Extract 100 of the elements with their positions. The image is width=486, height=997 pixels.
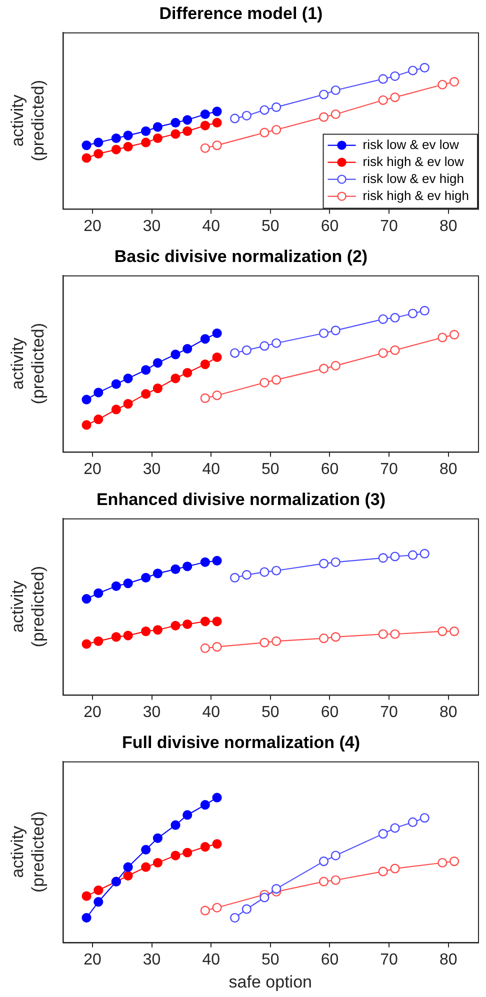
point	[212, 106, 222, 116]
point	[141, 844, 151, 855]
point	[82, 912, 92, 923]
point	[82, 153, 92, 163]
point	[200, 616, 210, 626]
point	[318, 876, 329, 886]
point	[272, 636, 282, 646]
point	[82, 394, 92, 404]
point	[378, 348, 388, 358]
point	[330, 875, 340, 885]
point	[449, 76, 460, 87]
point	[242, 904, 252, 914]
point	[318, 112, 329, 122]
x-tick-label: 60	[320, 704, 339, 721]
x-tick-label: 20	[84, 460, 102, 478]
x-tick-label: 70	[380, 218, 398, 235]
point	[170, 118, 180, 128]
point	[212, 556, 222, 566]
point	[212, 118, 222, 128]
point	[272, 124, 282, 135]
point	[170, 564, 180, 574]
x-tick-label: 40	[202, 951, 220, 968]
point	[94, 148, 104, 159]
point	[200, 842, 210, 852]
x-tick-label: 20	[84, 704, 102, 721]
point	[94, 388, 104, 398]
point	[200, 393, 210, 403]
point	[123, 130, 133, 140]
point	[330, 85, 340, 96]
x-axis-title: safe option	[228, 972, 312, 992]
point	[200, 360, 210, 370]
legend-label: risk low & ev low	[362, 136, 460, 152]
x-tick-label: 50	[262, 218, 280, 235]
point	[182, 810, 192, 820]
x-tick-label: 20	[84, 218, 102, 235]
point	[200, 109, 210, 120]
chart-title: Basic divisive normalization (2)	[114, 246, 368, 266]
point	[318, 856, 329, 866]
point	[152, 568, 163, 578]
point	[82, 891, 92, 901]
point	[408, 308, 418, 318]
point	[111, 133, 121, 144]
point	[230, 348, 240, 358]
point	[123, 862, 133, 872]
point	[242, 110, 252, 120]
point	[123, 142, 133, 152]
point	[260, 892, 270, 902]
x-tick-label: 80	[439, 218, 458, 235]
point	[242, 570, 252, 580]
legend-label: risk low & ev high	[362, 170, 464, 186]
x-tick-label: 80	[439, 951, 458, 968]
point	[182, 848, 192, 858]
x-tick-label: 50	[262, 460, 280, 478]
point	[378, 866, 388, 876]
point	[318, 558, 329, 568]
point	[182, 619, 192, 630]
point	[378, 553, 388, 563]
x-tick-label: 20	[84, 951, 102, 968]
point	[182, 562, 192, 572]
point	[152, 625, 163, 635]
point	[200, 143, 210, 153]
chart-title: Enhanced divisive normalization (3)	[96, 490, 386, 509]
point	[330, 360, 340, 371]
point	[200, 643, 210, 654]
point	[111, 632, 121, 642]
point	[408, 550, 418, 560]
point	[94, 138, 104, 148]
x-tick-label: 30	[142, 704, 161, 721]
point	[378, 829, 388, 839]
point	[408, 66, 418, 76]
x-tick-label: 30	[142, 218, 161, 235]
chart-title: Difference model (1)	[159, 4, 323, 23]
point	[170, 850, 180, 860]
point	[152, 122, 163, 132]
point	[390, 345, 400, 355]
point	[390, 92, 400, 102]
point	[141, 365, 151, 375]
point	[141, 572, 151, 582]
point	[260, 567, 270, 577]
x-tick-label: 80	[439, 460, 458, 478]
point	[94, 588, 104, 598]
point	[212, 352, 222, 362]
point	[212, 792, 222, 802]
x-tick-label: 70	[380, 951, 398, 968]
point	[94, 897, 104, 907]
point	[123, 578, 133, 588]
point	[408, 817, 418, 828]
point	[82, 140, 92, 150]
point	[378, 314, 388, 324]
x-tick-label: 60	[320, 218, 339, 235]
point	[123, 374, 133, 384]
point	[318, 634, 329, 644]
point	[212, 902, 222, 912]
point	[170, 820, 180, 830]
point	[390, 71, 400, 81]
point	[123, 870, 133, 881]
point	[390, 552, 400, 562]
point	[438, 858, 448, 868]
point	[318, 328, 329, 338]
point	[330, 850, 340, 860]
